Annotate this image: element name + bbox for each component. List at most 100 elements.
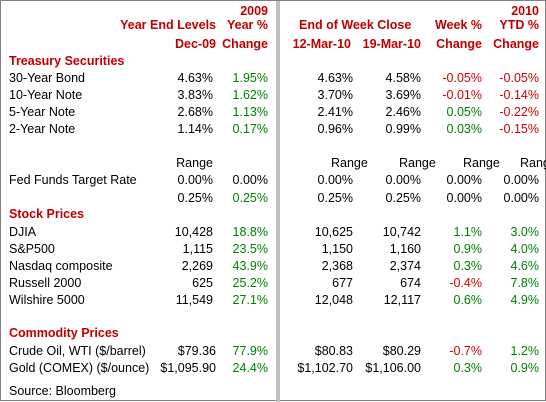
treasury-cell-week-change: 0.05% xyxy=(446,105,482,119)
commodity-row-name: Crude Oil, WTI ($/barrel) xyxy=(9,344,146,358)
fed-mar19-2: 0.25% xyxy=(385,191,421,205)
treasury-cell-mar12: 4.63% xyxy=(317,71,353,85)
stock-cell-year-change: 18.8% xyxy=(232,225,268,239)
stock-cell-ytd-change: 3.0% xyxy=(510,225,540,239)
treasury-cell-ytd-change: -0.14% xyxy=(499,88,539,102)
stock-cell-mar12: 12,048 xyxy=(314,293,353,307)
treasury-cell-week-change: -0.05% xyxy=(442,71,482,85)
treasury-row-name: 30-Year Bond xyxy=(9,71,85,85)
header-year-end-levels: Year End Levels xyxy=(120,18,216,32)
stock-row-name: S&P500 xyxy=(9,242,55,256)
header-change-2: Change xyxy=(436,37,482,51)
treasury-cell-dec09: 1.14% xyxy=(177,122,213,136)
fed-dec09-2: 0.25% xyxy=(177,191,213,205)
stock-cell-dec09: 1,115 xyxy=(182,242,213,256)
section-commodities: Commodity Prices xyxy=(9,326,119,340)
stock-row-name: Nasdaq composite xyxy=(9,259,113,273)
fed-mar19-1: 0.00% xyxy=(385,173,421,187)
commodity-cell-dec09: $1,095.90 xyxy=(160,361,216,375)
treasury-cell-ytd-change: -0.15% xyxy=(499,122,539,136)
commodity-cell-week-change: 0.3% xyxy=(453,361,483,375)
stock-cell-mar12: 2,368 xyxy=(321,259,353,273)
commodity-cell-mar19: $1,106.00 xyxy=(365,361,421,375)
commodity-cell-year-change: 77.9% xyxy=(232,344,268,358)
treasury-row-name: 10-Year Note xyxy=(9,88,83,102)
treasury-cell-week-change: -0.01% xyxy=(442,88,482,102)
header-end-of-week-close: End of Week Close xyxy=(299,18,412,32)
stock-cell-week-change: 1.1% xyxy=(453,225,483,239)
treasury-row-name: 2-Year Note xyxy=(9,122,76,136)
commodity-row-name: Gold (COMEX) ($/ounce) xyxy=(9,361,150,375)
treasury-cell-mar12: 2.41% xyxy=(317,105,353,119)
treasury-cell-ytd-change: -0.05% xyxy=(499,71,539,85)
treasury-cell-dec09: 3.83% xyxy=(177,88,213,102)
treasury-cell-mar19: 0.99% xyxy=(385,122,421,136)
stock-row-name: Wilshire 5000 xyxy=(9,293,85,307)
commodity-cell-dec09: $79.36 xyxy=(177,344,216,358)
stock-cell-ytd-change: 4.9% xyxy=(510,293,540,307)
fed-ytd-1: 0.00% xyxy=(503,173,539,187)
treasury-cell-dec09: 2.68% xyxy=(177,105,213,119)
fed-mar12-2: 0.25% xyxy=(317,191,353,205)
stock-cell-mar12: 677 xyxy=(332,276,353,290)
fed-year-chg-2: 0.25% xyxy=(232,191,268,205)
range-label-3: Range xyxy=(399,156,436,170)
treasury-cell-mar19: 2.46% xyxy=(385,105,421,119)
header-year-2009: 2009 xyxy=(240,4,268,18)
stock-cell-mar12: 1,150 xyxy=(321,242,353,256)
commodity-cell-ytd-change: 1.2% xyxy=(510,344,540,358)
treasury-cell-mar12: 3.70% xyxy=(317,88,353,102)
header-change-1: Change xyxy=(222,37,268,51)
treasury-cell-year-change: 1.13% xyxy=(232,105,268,119)
stock-cell-ytd-change: 4.0% xyxy=(510,242,540,256)
header-dec09: Dec-09 xyxy=(175,37,216,51)
stock-cell-week-change: 0.6% xyxy=(453,293,483,307)
column-divider xyxy=(276,1,280,402)
header-ytd-pct: YTD % xyxy=(499,18,539,32)
stock-row-name: Russell 2000 xyxy=(9,276,82,290)
header-mar12: 12-Mar-10 xyxy=(292,37,351,51)
source-note: Source: Bloomberg xyxy=(9,384,117,398)
treasury-cell-mar19: 4.58% xyxy=(385,71,421,85)
commodity-cell-year-change: 24.4% xyxy=(232,361,268,375)
stock-cell-mar12: 10,625 xyxy=(314,225,353,239)
fed-mar12-1: 0.00% xyxy=(317,173,353,187)
fed-week-2: 0.00% xyxy=(446,191,482,205)
header-week-pct: Week % xyxy=(434,18,482,32)
stock-cell-dec09: 625 xyxy=(192,276,213,290)
section-treasury: Treasury Securities xyxy=(9,54,125,68)
stock-cell-week-change: -0.4% xyxy=(449,276,482,290)
stock-cell-mar19: 12,117 xyxy=(383,293,421,307)
treasury-cell-mar12: 0.96% xyxy=(317,122,353,136)
section-stocks: Stock Prices xyxy=(9,207,85,221)
treasury-cell-year-change: 0.17% xyxy=(232,122,268,136)
stock-cell-year-change: 27.1% xyxy=(232,293,268,307)
commodity-cell-ytd-change: 0.9% xyxy=(510,361,540,375)
treasury-cell-year-change: 1.62% xyxy=(232,88,268,102)
stock-cell-mar19: 2,374 xyxy=(389,259,421,273)
treasury-cell-mar19: 3.69% xyxy=(385,88,421,102)
header-mar19: 19-Mar-10 xyxy=(362,37,421,51)
stock-cell-year-change: 25.2% xyxy=(232,276,268,290)
range-label-5: Range xyxy=(520,156,546,170)
stock-cell-mar19: 1,160 xyxy=(389,242,421,256)
stock-cell-ytd-change: 7.8% xyxy=(510,276,540,290)
treasury-cell-year-change: 1.95% xyxy=(232,71,268,85)
commodity-cell-week-change: -0.7% xyxy=(449,344,482,358)
commodity-cell-mar12: $80.83 xyxy=(314,344,353,358)
stock-cell-dec09: 10,428 xyxy=(174,225,213,239)
commodity-cell-mar12: $1,102.70 xyxy=(297,361,353,375)
commodity-cell-mar19: $80.29 xyxy=(382,344,421,358)
stock-row-name: DJIA xyxy=(9,225,37,239)
stock-cell-mar19: 674 xyxy=(400,276,421,290)
stock-cell-year-change: 43.9% xyxy=(232,259,268,273)
fed-ytd-2: 0.00% xyxy=(503,191,539,205)
treasury-cell-ytd-change: -0.22% xyxy=(499,105,539,119)
header-year-2010: 2010 xyxy=(511,4,539,18)
treasury-cell-dec09: 4.63% xyxy=(177,71,213,85)
fed-funds-label: Fed Funds Target Rate xyxy=(9,173,137,187)
header-year-pct: Year % xyxy=(226,18,268,32)
stock-cell-ytd-change: 4.6% xyxy=(510,259,540,273)
stock-cell-week-change: 0.3% xyxy=(453,259,483,273)
